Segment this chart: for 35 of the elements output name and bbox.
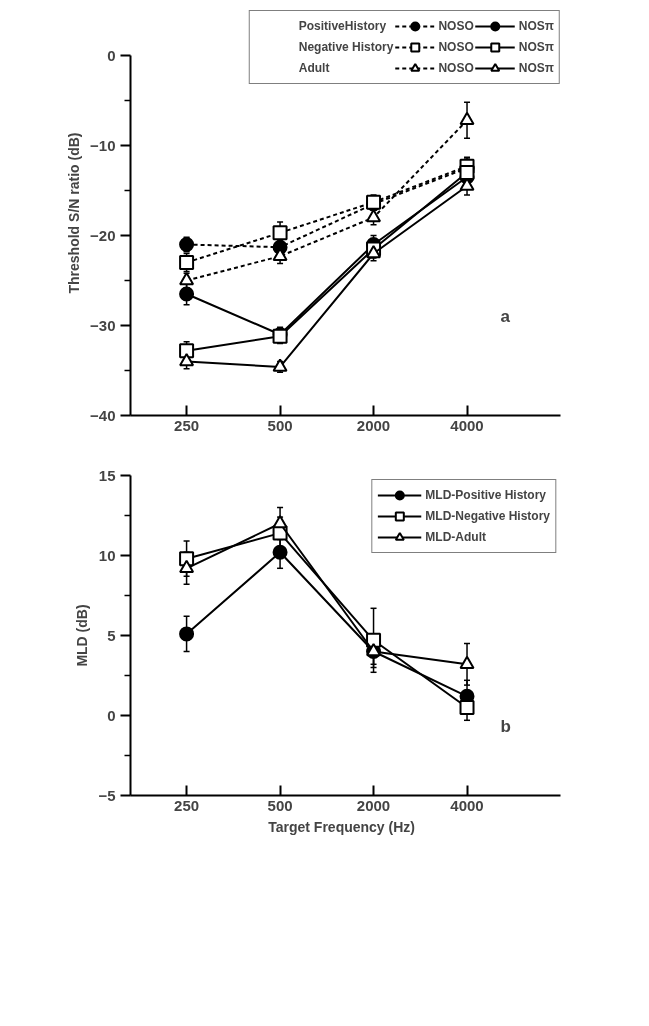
text: Negative History (298, 39, 394, 56)
legend-label: MLD-Adult (425, 529, 486, 546)
legend-label: NOSπ (518, 18, 554, 35)
legend-label: NOSπ (518, 39, 554, 56)
legend-label: NOSO (438, 18, 474, 35)
y-axis-title: MLD (dB) (74, 604, 91, 667)
y-tick-label: −30 (90, 316, 116, 334)
y-tick-label: 15 (98, 466, 116, 484)
y-tick-label: −10 (90, 136, 116, 154)
annotation: Adult (298, 60, 330, 77)
y-tick-label: −40 (90, 406, 116, 424)
annotation: a (500, 306, 511, 326)
y-axis-title: Threshold S/N ratio (dB) (66, 132, 83, 294)
y-tick-label: 5 (107, 626, 116, 644)
annotation: b (500, 716, 511, 736)
x-tick-label: 500 (267, 796, 293, 814)
x-tick-label: 4000 (450, 416, 484, 434)
legend-label: MLD-Negative History (425, 508, 550, 525)
x-tick-label: 4000 (450, 796, 484, 814)
y-tick-label: 0 (107, 706, 116, 724)
x-tick-label: 250 (174, 796, 200, 814)
legend-label: NOSO (438, 60, 474, 77)
x-tick-label: 500 (267, 416, 293, 434)
legend-label: MLD-Positive History (425, 487, 546, 504)
x-tick-label: 2000 (356, 416, 391, 434)
y-tick-label: −5 (98, 786, 116, 804)
legend-label: NOSO (438, 39, 474, 56)
x-axis-title: Target Frequency (Hz) (268, 818, 415, 835)
y-tick-label: 0 (107, 46, 116, 64)
y-tick-label: −20 (90, 226, 116, 244)
x-tick-label: 250 (174, 416, 200, 434)
y-tick-label: 10 (98, 546, 116, 564)
x-tick-label: 2000 (356, 796, 391, 814)
legend-label: NOSπ (518, 60, 554, 77)
text: PositiveHistory (298, 18, 387, 35)
